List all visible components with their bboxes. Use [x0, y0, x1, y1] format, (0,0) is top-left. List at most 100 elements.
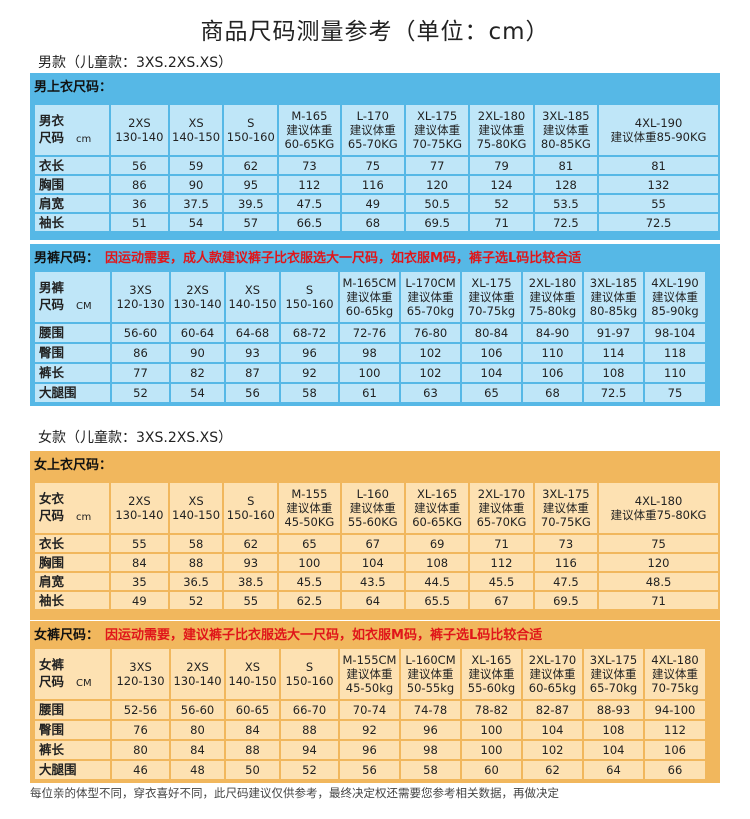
size-header-line: 140-150 [172, 508, 221, 522]
measurement-label: 大腿围 [35, 384, 110, 402]
measurement-value: 69.5 [405, 214, 469, 231]
size-label-line: 男裤 [39, 279, 65, 295]
measurement-value: 53.5 [534, 195, 598, 212]
size-header-line: 130-140 [115, 130, 164, 144]
size-header-cell: 2XL-170 建议体重 65-70KG [470, 483, 533, 533]
size-header-cell: XS 140-150 [169, 105, 223, 155]
measurement-value: 76-80 [401, 324, 460, 342]
size-label-line: 男衣 [39, 112, 65, 128]
size-header-line: 建议体重 [346, 290, 393, 304]
men-top-table: 男上衣尺码： 男衣 尺码 cm 2XS 130-140 XS 140-150 S 150-160… [30, 73, 720, 240]
size-header-cell: L-160CM 建议体重 50-55kg [401, 649, 460, 699]
size-header-line: 2XL-180 [528, 276, 577, 290]
size-header-line: XS [244, 283, 261, 297]
size-label-cell: 男衣 尺码 cm [35, 105, 110, 155]
size-header-line: 75-80kg [528, 304, 577, 318]
measurement-value: 112 [645, 721, 705, 739]
measurement-value: 51 [111, 214, 168, 231]
size-header-line: 2XS [128, 494, 151, 508]
measurement-value: 47.5 [534, 573, 598, 590]
measurement-value: 102 [401, 344, 460, 362]
measurement-value: 75 [599, 535, 718, 552]
size-header-cell: XL-175 建议体重 70-75KG [405, 105, 469, 155]
measurement-value: 56 [111, 157, 168, 174]
measurement-value: 95 [224, 176, 278, 193]
measurement-label: 臀围 [35, 344, 110, 362]
measurement-value: 110 [523, 344, 582, 362]
measurement-value: 84 [111, 554, 168, 571]
size-header-line: 建议体重85-90KG [610, 130, 707, 144]
size-header-line: 50-55kg [406, 681, 455, 695]
measurement-value: 68 [523, 384, 582, 402]
size-header-line: 4XL-180 [634, 494, 683, 508]
size-header-line: 建议体重 [349, 501, 396, 515]
measurement-label: 肩宽 [35, 195, 110, 212]
measurement-value: 106 [645, 741, 705, 759]
size-header-line: M-155CM [342, 653, 397, 667]
size-header-cell: XS 140-150 [226, 649, 279, 699]
size-header-line: 85-90kg [651, 304, 699, 318]
measurement-value: 114 [584, 344, 643, 362]
size-header-line: 建议体重 [590, 290, 637, 304]
measurement-value: 52 [281, 761, 338, 779]
measurement-value: 98 [401, 741, 460, 759]
measurement-value: 102 [401, 364, 460, 382]
size-header-cell: XL-165 建议体重 60-65KG [405, 483, 469, 533]
measurement-value: 81 [599, 157, 718, 174]
women-pants-title-row: 女裤尺码： 因运动需要，建议裤子比衣服选大一尺码，如衣服M码，裤子选L码比较合适 [34, 624, 542, 643]
measurement-value: 98 [340, 344, 399, 362]
measurement-value: 84 [226, 721, 279, 739]
measurement-value: 65.5 [405, 592, 469, 609]
size-header-cell: XS 140-150 [169, 483, 223, 533]
size-header-line: 建议体重 [286, 123, 333, 137]
measurement-value: 52-56 [112, 701, 169, 719]
measurement-value: 65 [462, 384, 521, 402]
measurement-value: 47.5 [279, 195, 340, 212]
size-header-line: 80-85kg [589, 304, 638, 318]
size-header-line: XL-175 [417, 109, 458, 123]
size-header-line: M-155 [291, 487, 328, 501]
measurement-value: 68-72 [281, 324, 338, 342]
size-header-cell: S 150-160 [224, 483, 278, 533]
measurement-value: 96 [281, 344, 338, 362]
size-header-line: 建议体重 [286, 501, 333, 515]
measurement-value: 78-82 [462, 701, 521, 719]
measurement-value: 46 [112, 761, 169, 779]
size-header-line: S [247, 494, 255, 508]
size-header-line: 3XS [129, 283, 152, 297]
measurement-value: 64 [584, 761, 643, 779]
measurement-value: 69.5 [534, 592, 598, 609]
measurement-value: 62 [224, 535, 278, 552]
size-header-line: XS [188, 494, 204, 508]
measurement-row: 袖长 49 52 55 62.5 64 65.5 67 69.5 71 [35, 592, 718, 609]
size-header-line: XS [244, 660, 261, 674]
size-header-line: 60-65KG [284, 137, 335, 151]
measurement-row: 腰围 56-60 60-64 64-68 68-72 72-76 76-80 80-84 84-… [35, 324, 705, 342]
size-header-line: 建议体重 [346, 667, 393, 681]
size-header-line: 建议体重 [652, 667, 698, 681]
measurement-value: 56 [226, 384, 279, 402]
size-header-line: 建议体重 [590, 667, 637, 681]
measurement-value: 77 [405, 157, 469, 174]
size-header-line: 130-140 [173, 674, 222, 688]
size-header-cell: 4XL-190 建议体重85-90KG [599, 105, 718, 155]
size-header-line: 建议体重 [529, 290, 576, 304]
women-pants-title: 女裤尺码： [34, 628, 100, 643]
size-header-line: 70-75kg [651, 681, 699, 695]
measurement-label: 裤长 [35, 741, 110, 759]
men-pants-grid: 男裤 尺码 CM 3XS 120-130 2XS 130-140 XS 140-150 S 150-… [33, 270, 707, 404]
measurement-value: 108 [405, 554, 469, 571]
size-header-cell: 2XS 130-140 [171, 649, 224, 699]
measurement-row: 臀围 76 80 84 88 92 96 100 104 108 112 [35, 721, 705, 739]
size-header-cell: L-170 建议体重 65-70KG [341, 105, 404, 155]
measurement-label: 腰围 [35, 324, 110, 342]
size-label-line: 尺码 CM [39, 296, 92, 312]
men-section-label: 男款（儿童款：3XS.2XS.XS） [38, 55, 233, 71]
size-header-line: 140-150 [228, 297, 277, 311]
size-header-line: 建议体重 [478, 501, 525, 515]
size-header-line: 2XL-180 [477, 109, 526, 123]
measurement-value: 92 [340, 721, 399, 739]
measurement-value: 124 [470, 176, 533, 193]
men-top-title: 男上衣尺码： [34, 80, 113, 95]
measurement-value: 73 [534, 535, 598, 552]
